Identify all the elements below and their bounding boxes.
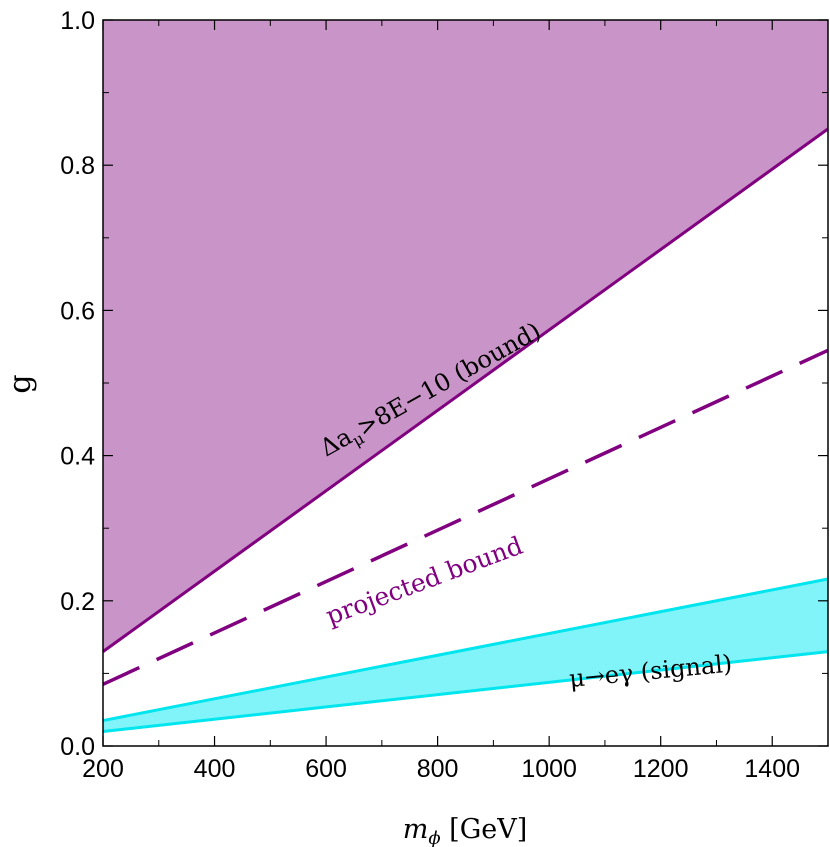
y-tick-label: 0.4	[60, 443, 95, 471]
y-tick-label: 0.8	[60, 152, 95, 180]
x-axis-title-sub: ϕ	[428, 828, 440, 847]
x-axis-title-main: m	[403, 814, 429, 845]
axis-ticks: 200 400 600 800 1000 1200 1400 0.0 0.2 0.4 0.6 0.8 1…	[60, 7, 828, 783]
x-tick-label: 1000	[521, 755, 577, 783]
signal-band	[103, 579, 828, 732]
projected-bound-line	[102, 348, 829, 686]
y-tick-label: 0.6	[60, 297, 95, 325]
x-tick-label: 200	[82, 755, 124, 783]
x-tick-label: 1200	[633, 755, 689, 783]
x-axis-title: mϕ [GeV]	[403, 814, 528, 847]
signal-band-lower-edge	[102, 650, 829, 733]
y-axis-title: g	[3, 374, 38, 393]
y-tick-label: 1.0	[60, 7, 95, 35]
signal-band-upper-edge	[102, 577, 829, 723]
bound-line	[102, 127, 829, 653]
bound-excluded-region	[103, 20, 828, 652]
projected-annotation: projected bound	[322, 531, 527, 631]
x-tick-label: 1400	[744, 755, 800, 783]
plot-area	[102, 20, 829, 733]
x-tick-label: 400	[194, 755, 236, 783]
x-tick-label: 800	[417, 755, 459, 783]
x-tick-label: 600	[305, 755, 347, 783]
y-tick-label: 0.2	[60, 588, 95, 616]
y-tick-label: 0.0	[60, 733, 95, 761]
x-axis-title-unit: [GeV]	[441, 814, 528, 845]
